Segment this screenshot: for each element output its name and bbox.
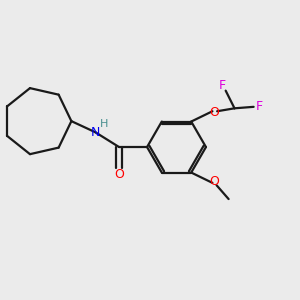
Text: F: F — [255, 100, 262, 113]
Text: O: O — [209, 106, 219, 119]
Text: N: N — [91, 126, 100, 139]
Text: O: O — [114, 168, 124, 181]
Text: H: H — [100, 119, 108, 129]
Text: O: O — [209, 175, 219, 188]
Text: F: F — [219, 79, 226, 92]
